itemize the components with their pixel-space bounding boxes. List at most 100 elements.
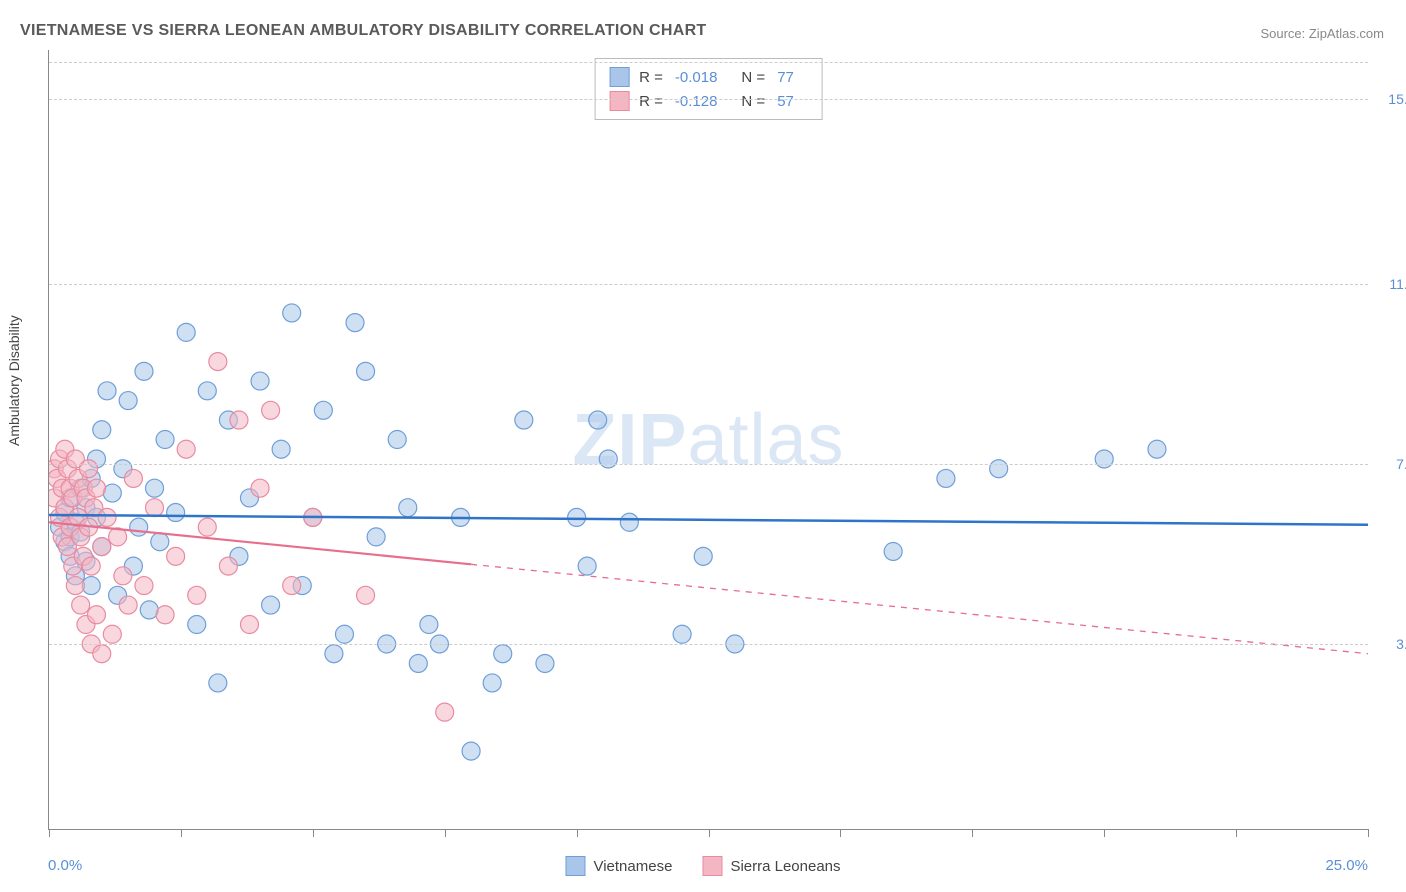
swatch-series-1 xyxy=(609,91,629,111)
y-tick-label: 3.8% xyxy=(1396,636,1406,652)
source-link[interactable]: ZipAtlas.com xyxy=(1309,26,1384,41)
data-point xyxy=(599,450,617,468)
r-value-1: -0.128 xyxy=(675,93,718,110)
data-point xyxy=(589,411,607,429)
data-point xyxy=(98,382,116,400)
data-point xyxy=(209,674,227,692)
x-tick xyxy=(1368,829,1369,837)
x-tick xyxy=(840,829,841,837)
y-tick-label: 15.0% xyxy=(1388,91,1406,107)
data-point xyxy=(388,431,406,449)
gridline xyxy=(49,644,1368,645)
chart-container: VIETNAMESE VS SIERRA LEONEAN AMBULATORY … xyxy=(0,0,1406,892)
data-point xyxy=(536,654,554,672)
data-point xyxy=(146,499,164,517)
data-point xyxy=(272,440,290,458)
data-point xyxy=(198,382,216,400)
data-point xyxy=(673,625,691,643)
x-axis-max-label: 25.0% xyxy=(1325,857,1368,874)
x-axis-min-label: 0.0% xyxy=(48,857,82,874)
data-point xyxy=(198,518,216,536)
n-value-0: 77 xyxy=(777,69,794,86)
gridline xyxy=(49,99,1368,100)
data-point xyxy=(167,547,185,565)
data-point xyxy=(357,586,375,604)
data-point xyxy=(251,372,269,390)
x-tick xyxy=(445,829,446,837)
data-point xyxy=(283,304,301,322)
data-point xyxy=(135,577,153,595)
y-axis-title: Ambulatory Disability xyxy=(6,315,22,446)
data-point xyxy=(1095,450,1113,468)
data-point xyxy=(578,557,596,575)
data-point xyxy=(146,479,164,497)
data-point xyxy=(937,469,955,487)
data-point xyxy=(357,362,375,380)
legend-label-0: Vietnamese xyxy=(593,858,672,875)
data-point xyxy=(515,411,533,429)
x-tick xyxy=(181,829,182,837)
data-point xyxy=(135,362,153,380)
x-tick xyxy=(972,829,973,837)
data-point xyxy=(103,484,121,502)
data-point xyxy=(694,547,712,565)
data-point xyxy=(93,645,111,663)
data-point xyxy=(114,567,132,585)
data-point xyxy=(80,460,98,478)
data-point xyxy=(990,460,1008,478)
x-tick xyxy=(577,829,578,837)
data-point xyxy=(399,499,417,517)
data-point xyxy=(156,431,174,449)
data-point xyxy=(72,596,90,614)
legend-item-1: Sierra Leoneans xyxy=(702,856,840,876)
data-point xyxy=(177,323,195,341)
legend-item-0: Vietnamese xyxy=(565,856,672,876)
data-point xyxy=(130,518,148,536)
data-point xyxy=(420,616,438,634)
data-point xyxy=(314,401,332,419)
swatch-series-0 xyxy=(609,67,629,87)
x-tick xyxy=(49,829,50,837)
data-point xyxy=(219,557,237,575)
legend-label-1: Sierra Leoneans xyxy=(730,858,840,875)
data-point xyxy=(262,596,280,614)
stats-box: R = -0.018 N = 77 R = -0.128 N = 57 xyxy=(594,58,823,120)
scatter-plot-svg xyxy=(49,50,1368,829)
data-point xyxy=(230,411,248,429)
x-tick xyxy=(709,829,710,837)
data-point xyxy=(409,654,427,672)
data-point xyxy=(436,703,454,721)
x-tick xyxy=(1236,829,1237,837)
data-point xyxy=(156,606,174,624)
chart-title: VIETNAMESE VS SIERRA LEONEAN AMBULATORY … xyxy=(20,22,707,40)
data-point xyxy=(66,577,84,595)
data-point xyxy=(177,440,195,458)
data-point xyxy=(1148,440,1166,458)
data-point xyxy=(98,508,116,526)
data-point xyxy=(151,533,169,551)
data-point xyxy=(568,508,586,526)
data-point xyxy=(283,577,301,595)
n-value-1: 57 xyxy=(777,93,794,110)
data-point xyxy=(188,586,206,604)
data-point xyxy=(188,616,206,634)
gridline xyxy=(49,464,1368,465)
stats-row-1: R = -0.128 N = 57 xyxy=(609,89,808,113)
data-point xyxy=(119,392,137,410)
data-point xyxy=(367,528,385,546)
data-point xyxy=(93,421,111,439)
x-tick xyxy=(1104,829,1105,837)
data-point xyxy=(87,479,105,497)
data-point xyxy=(262,401,280,419)
data-point xyxy=(87,606,105,624)
data-point xyxy=(140,601,158,619)
trend-line-extrapolated xyxy=(471,564,1368,653)
data-point xyxy=(346,314,364,332)
legend-swatch-0 xyxy=(565,856,585,876)
data-point xyxy=(82,557,100,575)
stats-row-0: R = -0.018 N = 77 xyxy=(609,65,808,89)
data-point xyxy=(93,538,111,556)
source-label: Source: ZipAtlas.com xyxy=(1260,26,1384,41)
trend-line xyxy=(49,515,1368,525)
data-point xyxy=(209,353,227,371)
